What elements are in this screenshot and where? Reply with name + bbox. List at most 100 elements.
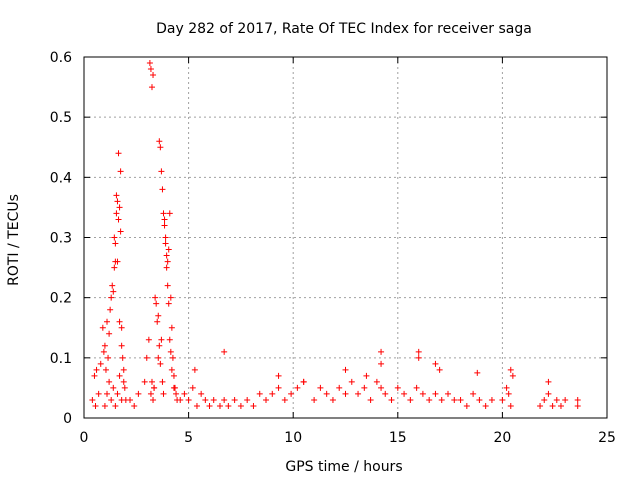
- data-point: [549, 402, 556, 409]
- data-point: [323, 390, 330, 397]
- data-point: [378, 348, 385, 355]
- data-point: [155, 354, 162, 361]
- data-point: [151, 384, 158, 391]
- data-point: [177, 396, 184, 403]
- data-point: [167, 348, 174, 355]
- data-point: [237, 402, 244, 409]
- data-point: [470, 390, 477, 397]
- y-tick-label: 0: [63, 411, 72, 427]
- data-point: [113, 210, 120, 217]
- data-point: [165, 300, 172, 307]
- data-point: [120, 366, 127, 373]
- y-axis-label: ROTI / TECUs: [6, 194, 22, 286]
- data-point: [161, 222, 168, 229]
- data-point: [162, 234, 169, 241]
- data-point: [545, 390, 552, 397]
- data-point: [463, 402, 470, 409]
- data-point: [104, 318, 111, 325]
- data-point: [107, 306, 114, 313]
- data-point: [147, 390, 154, 397]
- data-point: [342, 390, 349, 397]
- data-point: [135, 390, 142, 397]
- data-point: [415, 348, 422, 355]
- data-point: [432, 390, 439, 397]
- data-point: [507, 402, 514, 409]
- data-point: [161, 216, 168, 223]
- data-point: [537, 402, 544, 409]
- x-tick-label: 25: [598, 430, 616, 446]
- x-tick-label: 0: [80, 430, 89, 446]
- data-point: [382, 390, 389, 397]
- data-point: [373, 378, 380, 385]
- data-point: [105, 354, 112, 361]
- data-point: [89, 396, 96, 403]
- data-point: [193, 402, 200, 409]
- data-point: [150, 72, 157, 79]
- data-point: [574, 402, 581, 409]
- data-point: [93, 366, 100, 373]
- data-point: [153, 300, 160, 307]
- data-point: [121, 384, 128, 391]
- data-point: [143, 354, 150, 361]
- data-point: [114, 258, 121, 265]
- data-point: [269, 390, 276, 397]
- data-point: [159, 186, 166, 193]
- data-point: [110, 288, 117, 295]
- data-point: [102, 366, 109, 373]
- data-point: [156, 138, 163, 145]
- data-point: [294, 384, 301, 391]
- data-point: [127, 396, 134, 403]
- y-tick-label: 0.4: [50, 170, 72, 186]
- data-point: [503, 384, 510, 391]
- chart-title: Day 282 of 2017, Rate Of TEC Index for r…: [156, 21, 532, 37]
- data-point: [111, 264, 118, 271]
- data-point: [250, 402, 257, 409]
- data-point: [115, 216, 122, 223]
- data-point: [348, 378, 355, 385]
- data-point: [256, 390, 263, 397]
- data-point: [167, 294, 174, 301]
- data-point: [110, 384, 117, 391]
- data-point: [170, 384, 177, 391]
- data-point: [206, 402, 213, 409]
- data-point: [106, 330, 113, 337]
- data-point: [275, 372, 282, 379]
- data-point: [378, 360, 385, 367]
- gridlines: [84, 57, 607, 418]
- data-point: [361, 384, 368, 391]
- data-point: [407, 396, 414, 403]
- axis-ticks: 0 5 10 15 20 25 0 0.1 0.2 0.3 0.4 0.5 0.6: [50, 50, 616, 446]
- data-point: [158, 336, 165, 343]
- data-point: [112, 402, 119, 409]
- data-point: [116, 372, 123, 379]
- data-point: [158, 168, 165, 175]
- data-point: [163, 252, 170, 259]
- data-point: [108, 396, 115, 403]
- data-point: [157, 144, 164, 151]
- data-point: [118, 324, 125, 331]
- data-point: [562, 396, 569, 403]
- data-point: [509, 372, 516, 379]
- data-point: [141, 378, 148, 385]
- x-tick-label: 10: [284, 430, 302, 446]
- x-axis-label: GPS time / hours: [285, 459, 402, 475]
- data-point: [445, 390, 452, 397]
- data-point: [92, 402, 99, 409]
- data-point: [104, 390, 111, 397]
- data-point: [541, 396, 548, 403]
- data-point: [146, 60, 153, 67]
- data-point: [231, 396, 238, 403]
- data-point: [263, 396, 270, 403]
- data-point: [131, 402, 138, 409]
- data-point: [119, 354, 126, 361]
- data-point: [275, 384, 282, 391]
- data-point: [116, 204, 123, 211]
- data-point: [101, 402, 108, 409]
- data-point: [419, 390, 426, 397]
- data-point: [109, 282, 116, 289]
- y-tick-label: 0.5: [50, 110, 72, 126]
- x-tick-label: 20: [493, 430, 511, 446]
- data-point: [401, 390, 408, 397]
- data-point: [363, 372, 370, 379]
